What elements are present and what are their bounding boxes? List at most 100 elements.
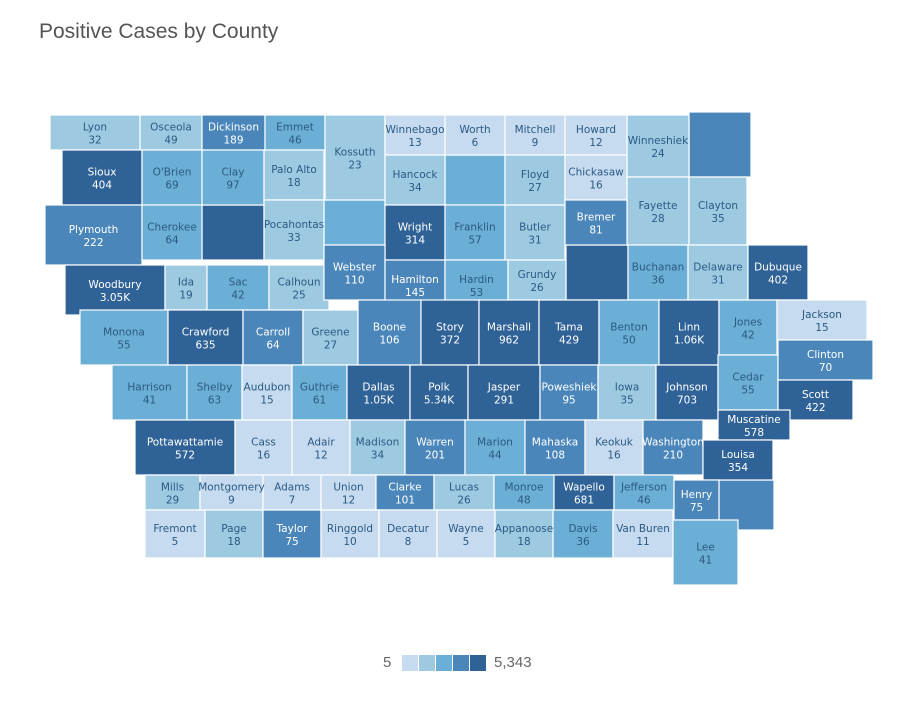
county-carroll[interactable] <box>242 309 304 366</box>
county-monona[interactable] <box>79 309 169 366</box>
county-clay[interactable] <box>201 149 265 206</box>
county-value: 49 <box>164 135 177 147</box>
county-hancock[interactable] <box>384 154 446 206</box>
county-value: 16 <box>257 450 271 462</box>
county-label: Boone 106 <box>373 322 406 347</box>
county-dubuque[interactable] <box>747 244 809 301</box>
county-woodbury[interactable] <box>64 264 166 316</box>
county-buchanan[interactable] <box>627 244 689 301</box>
county-fayette[interactable] <box>626 176 690 246</box>
county-chickasaw[interactable] <box>564 154 628 201</box>
county-louisa[interactable] <box>702 439 774 481</box>
county-value: 36 <box>576 536 590 548</box>
county-o-brien[interactable] <box>141 149 203 206</box>
county-guthrie[interactable] <box>291 364 348 421</box>
county-clinton[interactable] <box>777 339 874 381</box>
county-humboldt[interactable] <box>323 199 386 246</box>
county-pocahontas[interactable] <box>263 199 325 261</box>
county-worth[interactable] <box>444 114 506 156</box>
county-franklin[interactable] <box>444 204 506 261</box>
county-name: Chickasaw <box>568 167 624 179</box>
county-washington[interactable] <box>642 419 704 476</box>
county-iowa[interactable] <box>597 364 657 421</box>
county-label: Osceola 49 <box>150 122 192 147</box>
county-name: Scott <box>802 389 829 401</box>
county-label: Kossuth 23 <box>334 147 375 172</box>
county-name: Worth <box>459 124 490 136</box>
county-pottawattamie[interactable] <box>134 419 236 476</box>
county-clayton[interactable] <box>688 176 748 246</box>
county-winnebago[interactable] <box>384 114 446 156</box>
county-poweshiek[interactable] <box>539 364 599 421</box>
county-harrison[interactable] <box>111 364 188 421</box>
county-value: 57 <box>468 235 481 247</box>
county-wright[interactable] <box>384 204 446 261</box>
county-label: Woodbury 3.05K <box>88 279 141 304</box>
county-polk[interactable] <box>409 364 469 421</box>
county-madison[interactable] <box>349 419 406 476</box>
county-name: Kossuth <box>334 147 375 159</box>
county-kossuth[interactable] <box>324 114 386 201</box>
county-label: Shelby 63 <box>197 382 233 407</box>
county-cerro-gordo[interactable] <box>444 154 506 206</box>
county-black-hawk[interactable] <box>565 244 629 301</box>
county-label: Hardin 53 <box>459 274 494 299</box>
county-value: 5 <box>463 536 470 548</box>
county-value: 44 <box>488 450 502 462</box>
county-name: Polk <box>428 382 450 394</box>
county-name: Page <box>221 523 246 535</box>
county-label: Carroll 64 <box>256 327 290 352</box>
county-allamakee[interactable] <box>688 111 752 178</box>
county-muscatine[interactable] <box>717 409 791 441</box>
county-jackson[interactable] <box>776 299 868 341</box>
county-adams[interactable] <box>262 474 322 511</box>
county-decatur[interactable] <box>378 509 438 559</box>
county-name: Tama <box>554 322 583 334</box>
county-label: Delaware 31 <box>693 262 742 287</box>
county-story[interactable] <box>420 299 480 366</box>
county-linn[interactable] <box>658 299 720 366</box>
county-shelby[interactable] <box>186 364 243 421</box>
county-boone[interactable] <box>357 299 422 366</box>
county-value: 64 <box>266 340 280 352</box>
county-tama[interactable] <box>538 299 600 366</box>
county-bremer[interactable] <box>564 199 628 246</box>
county-greene[interactable] <box>302 309 359 366</box>
county-name: Grundy <box>518 269 557 281</box>
county-name: Fayette <box>639 200 678 212</box>
county-fremont[interactable] <box>144 509 206 559</box>
county-van-buren[interactable] <box>612 509 674 559</box>
county-davis[interactable] <box>552 509 614 559</box>
county-name: Dallas <box>362 382 394 394</box>
county-name: Butler <box>519 222 551 234</box>
county-mitchell[interactable] <box>504 114 566 156</box>
county-value: 31 <box>711 275 724 287</box>
county-dallas[interactable] <box>346 364 411 421</box>
county-mills[interactable] <box>144 474 201 511</box>
county-label: Jackson 15 <box>801 309 842 334</box>
county-cherokee[interactable] <box>141 204 203 261</box>
county-winneshiek[interactable] <box>626 114 690 178</box>
county-audubon[interactable] <box>241 364 293 421</box>
county-name: Howard <box>576 124 616 136</box>
county-ida[interactable] <box>164 264 208 311</box>
county-label: Iowa 35 <box>615 382 640 407</box>
county-label: Emmet 46 <box>276 122 314 147</box>
county-sioux[interactable] <box>61 149 143 206</box>
county-calhoun[interactable] <box>268 264 330 311</box>
county-label: Lee 41 <box>696 542 715 567</box>
county-name: Louisa <box>721 449 755 461</box>
county-buena-vista[interactable] <box>201 204 265 261</box>
county-label: Winneshiek 24 <box>628 135 689 160</box>
county-name: Adams <box>274 482 310 494</box>
county-webster[interactable] <box>323 244 386 301</box>
county-delaware[interactable] <box>687 244 749 301</box>
county-lee[interactable] <box>672 519 739 586</box>
county-name: Ringgold <box>327 523 373 535</box>
county-palo-alto[interactable] <box>263 149 325 201</box>
county-lucas[interactable] <box>433 474 495 511</box>
county-label: Ringgold 10 <box>327 523 373 548</box>
county-marion[interactable] <box>464 419 526 476</box>
county-value: 402 <box>768 275 788 287</box>
county-label: Crawford 635 <box>182 327 230 352</box>
